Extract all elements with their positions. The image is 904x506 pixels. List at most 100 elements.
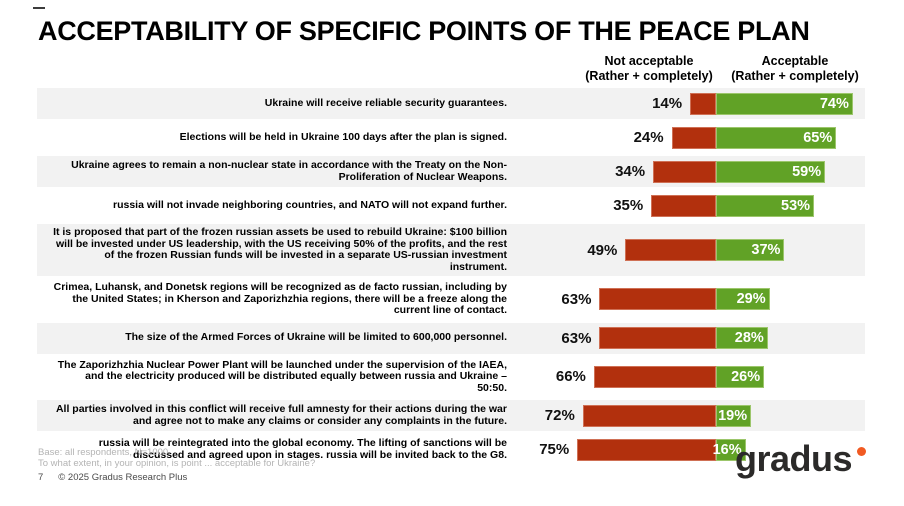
statement-label: Elections will be held in Ukraine 100 da…: [179, 130, 507, 143]
not-acceptable-bar: [593, 365, 716, 388]
not-acceptable-bar: [582, 404, 716, 427]
acceptable-bar: 29%: [716, 288, 770, 311]
page-number: 7: [38, 472, 44, 483]
bar-area: 72% 19%: [507, 404, 865, 427]
not-acceptable-side: 63%: [507, 288, 716, 311]
acceptable-side: 19%: [716, 404, 865, 427]
not-acceptable-side: 49%: [507, 239, 716, 261]
acceptable-side: 26%: [716, 365, 865, 388]
statement-label: It is proposed that part of the frozen r…: [53, 226, 507, 273]
acceptable-bar: 19%: [716, 404, 752, 427]
acceptable-bar: 16%: [712, 438, 746, 461]
not-acceptable-value: 72%: [544, 407, 575, 424]
acceptable-value: 26%: [731, 368, 761, 385]
not-acceptable-side: 35%: [507, 194, 716, 217]
bar-area: 34% 59%: [507, 160, 865, 183]
statement-label: The Zaporizhzhia Nuclear Power Plant wil…: [57, 358, 507, 394]
not-acceptable-side: 66%: [507, 365, 716, 388]
acceptable-side: 28%: [716, 327, 865, 349]
chart-rows: Ukraine will receive reliable security g…: [37, 88, 865, 468]
footer-base-note: Base: all respondents, N=1000: [38, 447, 169, 458]
page-title: ACCEPTABILITY OF SPECIFIC POINTS OF THE …: [38, 16, 810, 46]
column-header-not-acceptable-line2: (Rather + completely): [585, 69, 713, 83]
acceptable-bar: 74%: [716, 92, 853, 115]
acceptable-value: 29%: [736, 291, 766, 308]
not-acceptable-bar: [599, 327, 716, 349]
statement-label: russia will not invade neighboring count…: [113, 198, 507, 211]
not-acceptable-value: 49%: [587, 241, 618, 259]
not-acceptable-value: 75%: [539, 441, 570, 458]
bar-area: 49% 37%: [507, 239, 865, 261]
bar-area: 63% 29%: [507, 288, 865, 311]
not-acceptable-bar: [599, 288, 716, 311]
not-acceptable-bar: [690, 92, 716, 115]
acceptable-value: 59%: [792, 163, 822, 180]
acceptable-value: 19%: [718, 407, 748, 424]
statement-row: All parties involved in this conflict wi…: [37, 400, 865, 431]
not-acceptable-value: 66%: [555, 368, 586, 386]
acceptable-bar: 37%: [716, 239, 785, 261]
not-acceptable-value: 63%: [561, 329, 592, 347]
column-header-acceptable-line2: (Rather + completely): [731, 69, 859, 83]
not-acceptable-bar: [625, 239, 716, 261]
not-acceptable-value: 63%: [561, 290, 592, 308]
not-acceptable-value: 24%: [633, 129, 664, 146]
bar-area: 35% 53%: [507, 194, 865, 217]
statement-label: All parties involved in this conflict wi…: [55, 403, 507, 427]
bar-area: 66% 26%: [507, 365, 865, 388]
statement-label: Crimea, Luhansk, and Donetsk regions wil…: [53, 281, 507, 316]
acceptable-side: 59%: [716, 160, 865, 183]
not-acceptable-side: 72%: [507, 404, 716, 427]
statement-label: Ukraine agrees to remain a non-nuclear s…: [71, 159, 507, 183]
statement-row: The Zaporizhzhia Nuclear Power Plant wil…: [37, 356, 865, 397]
not-acceptable-value: 14%: [652, 95, 683, 112]
acceptable-bar: 53%: [716, 194, 815, 217]
statement-row: russia will be reintegrated into the glo…: [37, 434, 865, 465]
gradus-logo: gradus: [735, 438, 866, 480]
statement-row: Elections will be held in Ukraine 100 da…: [37, 122, 865, 153]
logo-dot-icon: [857, 447, 866, 456]
copyright: © 2025 Gradus Research Plus: [58, 472, 188, 483]
acceptable-value: 65%: [803, 129, 833, 146]
not-acceptable-side: 63%: [507, 327, 716, 349]
not-acceptable-bar: [651, 194, 716, 217]
column-header-not-acceptable-line1: Not acceptable: [604, 54, 694, 68]
gradus-logo-text: gradus: [734, 438, 853, 479]
bar-area: 63% 28%: [507, 327, 865, 349]
statement-row: It is proposed that part of the frozen r…: [37, 224, 865, 276]
column-header-acceptable: Acceptable (Rather + completely): [719, 54, 871, 84]
acceptable-bar: 28%: [716, 327, 768, 349]
column-header-not-acceptable: Not acceptable (Rather + completely): [573, 54, 725, 84]
statement-row: The size of the Armed Forces of Ukraine …: [37, 322, 865, 354]
column-header-acceptable-line1: Acceptable: [761, 54, 829, 68]
statement-label: The size of the Armed Forces of Ukraine …: [125, 331, 507, 344]
not-acceptable-side: 14%: [507, 92, 716, 115]
statement-row: Ukraine will receive reliable security g…: [37, 88, 865, 119]
acceptable-bar: 59%: [716, 160, 826, 183]
title-dash: [33, 7, 45, 9]
not-acceptable-bar: [671, 126, 716, 149]
acceptable-value: 28%: [734, 330, 764, 346]
statement-row: russia will not invade neighboring count…: [37, 190, 865, 221]
not-acceptable-bar: [653, 160, 716, 183]
acceptable-value: 16%: [712, 441, 742, 458]
bar-area: 75% 16%: [507, 438, 865, 461]
acceptable-value: 74%: [819, 95, 849, 112]
statement-label: Ukraine will receive reliable security g…: [264, 96, 507, 109]
acceptable-bar: 26%: [716, 365, 765, 388]
not-acceptable-value: 35%: [613, 197, 644, 214]
not-acceptable-side: 24%: [507, 126, 716, 149]
not-acceptable-value: 34%: [615, 163, 646, 180]
acceptable-side: 53%: [716, 194, 865, 217]
statement-row: Crimea, Luhansk, and Donetsk regions wil…: [37, 279, 865, 320]
statement-row: Ukraine agrees to remain a non-nuclear s…: [37, 156, 865, 187]
acceptable-side: 16%: [712, 438, 865, 461]
acceptable-bar: 65%: [716, 126, 837, 149]
not-acceptable-side: 34%: [507, 160, 716, 183]
acceptable-side: 37%: [716, 239, 865, 261]
footer-question: To what extent, in your opinion, is poin…: [38, 458, 316, 469]
acceptable-value: 53%: [781, 197, 811, 214]
statement-label: russia will be reintegrated into the glo…: [98, 437, 507, 461]
bar-area: 14% 74%: [507, 92, 865, 115]
